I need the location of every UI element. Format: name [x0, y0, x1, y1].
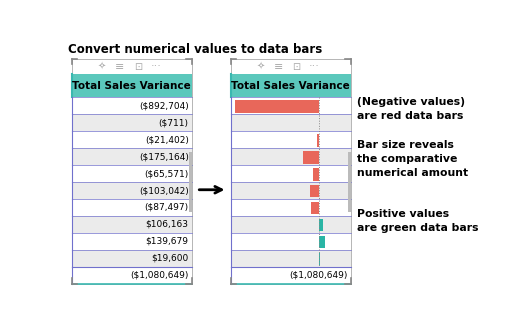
Text: ≡: ≡ — [274, 62, 283, 72]
Text: ($711): ($711) — [158, 118, 189, 127]
Bar — [72, 59, 192, 284]
Text: ($1,080,649): ($1,080,649) — [289, 271, 347, 280]
Bar — [349, 152, 351, 212]
Text: ✧: ✧ — [98, 62, 106, 72]
Bar — [313, 168, 319, 181]
Bar — [72, 165, 192, 182]
Bar — [303, 151, 319, 164]
Text: ($175,164): ($175,164) — [139, 152, 189, 161]
Bar — [72, 216, 192, 233]
Text: ($21,402): ($21,402) — [145, 135, 189, 144]
Text: ···: ··· — [150, 62, 161, 72]
Text: ($892,704): ($892,704) — [139, 101, 189, 110]
Bar — [230, 233, 351, 250]
Text: ≡: ≡ — [115, 62, 124, 72]
Bar — [72, 250, 192, 267]
Bar — [310, 185, 319, 197]
Text: ($103,042): ($103,042) — [139, 186, 189, 195]
Bar — [235, 100, 319, 113]
Bar — [72, 199, 192, 216]
Bar — [311, 202, 319, 215]
Bar — [72, 131, 192, 148]
Text: ✧: ✧ — [257, 62, 265, 72]
Bar — [230, 148, 351, 165]
Bar — [230, 114, 351, 131]
Text: Total Sales Variance: Total Sales Variance — [231, 81, 350, 91]
Bar — [72, 114, 192, 131]
Bar — [317, 134, 319, 147]
Bar — [72, 233, 192, 250]
Bar — [72, 148, 192, 165]
Text: Bar size reveals
the comparative
numerical amount: Bar size reveals the comparative numeric… — [357, 140, 468, 178]
Bar — [319, 219, 323, 231]
Text: ($1,080,649): ($1,080,649) — [130, 271, 189, 280]
Bar — [230, 250, 351, 267]
Text: ($87,497): ($87,497) — [145, 203, 189, 212]
Bar — [230, 97, 351, 114]
Bar — [230, 216, 351, 233]
Bar — [72, 74, 192, 97]
Text: (Negative values)
are red data bars: (Negative values) are red data bars — [357, 97, 465, 121]
Bar — [72, 182, 192, 199]
Text: ($65,571): ($65,571) — [145, 169, 189, 178]
Text: Total Sales Variance: Total Sales Variance — [73, 81, 191, 91]
Text: ⊡: ⊡ — [292, 62, 300, 72]
Bar — [72, 97, 192, 114]
Bar — [190, 152, 192, 212]
Text: Positive values
are green data bars: Positive values are green data bars — [357, 209, 478, 233]
Bar — [230, 182, 351, 199]
Text: ⊡: ⊡ — [134, 62, 142, 72]
Bar — [230, 59, 351, 284]
Text: $106,163: $106,163 — [146, 220, 189, 229]
Bar — [230, 165, 351, 182]
Text: Convert numerical values to data bars: Convert numerical values to data bars — [68, 44, 322, 56]
Bar — [230, 131, 351, 148]
Bar — [72, 267, 192, 284]
Text: $139,679: $139,679 — [146, 237, 189, 246]
Text: $19,600: $19,600 — [151, 254, 189, 263]
Bar — [319, 253, 320, 265]
Bar — [230, 74, 351, 97]
Text: ···: ··· — [309, 62, 320, 72]
Bar — [230, 267, 351, 284]
Bar — [230, 199, 351, 216]
Bar — [319, 236, 324, 248]
